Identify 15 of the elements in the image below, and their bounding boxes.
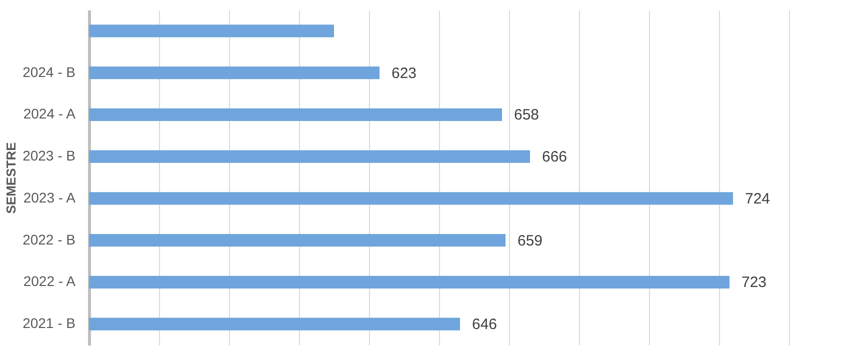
y-axis-title: SEMESTRE bbox=[4, 142, 19, 214]
y-tick-label: 2023 - A bbox=[23, 189, 76, 206]
data-label: 666 bbox=[542, 148, 568, 166]
y-tick-label: 2022 - A bbox=[23, 273, 76, 290]
data-label: 723 bbox=[742, 274, 767, 292]
data-label: 659 bbox=[518, 232, 543, 250]
data-label: 658 bbox=[514, 106, 540, 124]
y-tick-label: 2023 - B bbox=[22, 148, 76, 164]
y-tick-label: 2024 - B bbox=[22, 64, 76, 80]
data-label: 623 bbox=[392, 64, 417, 82]
y-tick-label: 2022 - B bbox=[22, 231, 76, 248]
data-label: 724 bbox=[745, 190, 770, 208]
y-tick-label: 2021 - B bbox=[22, 315, 76, 332]
data-label: 646 bbox=[472, 316, 498, 334]
y-tick-label: 2024 - A bbox=[23, 106, 76, 122]
